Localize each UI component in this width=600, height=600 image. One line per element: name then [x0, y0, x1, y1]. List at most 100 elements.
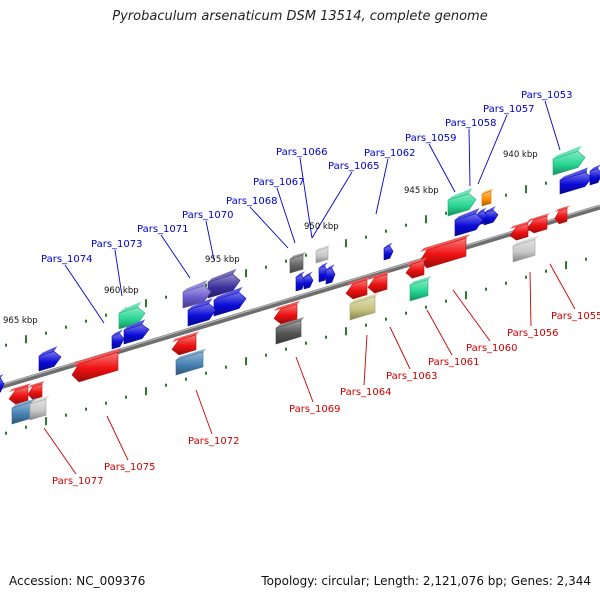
scale-label: 945 kbp [404, 186, 439, 196]
gene-features [0, 145, 600, 425]
label-connector [311, 171, 353, 239]
label-connector [375, 158, 389, 215]
gene-feature [552, 151, 586, 176]
gene-feature-top [560, 167, 589, 180]
gene-feature-top [12, 397, 38, 408]
label-connector [295, 356, 314, 403]
gene-feature-top [72, 348, 122, 366]
gene-feature [589, 168, 600, 186]
gene-label: Pars_1059 [405, 133, 456, 144]
gene-feature [71, 351, 119, 383]
gene-label: Pars_1058 [445, 118, 496, 129]
gene-label: Pars_1073 [91, 239, 142, 250]
label-connector [195, 389, 213, 435]
gene-feature-top [555, 205, 570, 212]
gene-label: Pars_1053 [521, 90, 572, 101]
gene-label: Pars_1069 [289, 404, 340, 415]
gene-feature [275, 320, 302, 345]
label-connector [426, 309, 453, 356]
gene-feature [38, 351, 62, 372]
gene-feature-top [188, 298, 213, 310]
gene-label: Pars_1060 [466, 343, 517, 354]
label-connector [428, 143, 456, 193]
gene-labels: Pars_1053 Pars_1057 Pars_1058 Pars_1059 Pars… [41, 90, 600, 487]
gene-feature-top [119, 301, 142, 313]
gene-feature [303, 274, 314, 290]
gene-feature-top [346, 276, 371, 286]
gene-feature [315, 246, 329, 264]
label-connector [363, 334, 368, 386]
gene-label: Pars_1056 [507, 328, 558, 339]
gene-feature-top [28, 380, 45, 388]
gene-feature-top [183, 280, 208, 292]
label-connector [468, 128, 471, 187]
gene-feature-top [124, 319, 146, 330]
gene-feature [273, 303, 298, 325]
gene-feature [29, 398, 47, 421]
gene-feature-top [214, 286, 243, 300]
label-connector [64, 264, 105, 324]
gene-label: Pars_1075 [104, 462, 155, 473]
label-connector [205, 220, 215, 261]
gene-feature [289, 254, 304, 274]
label-connector [389, 326, 411, 370]
gene-feature [111, 333, 125, 350]
gene-label: Pars_1066 [276, 147, 327, 158]
label-connector [106, 415, 129, 461]
label-connector [544, 100, 561, 151]
gene-label: Pars_1077 [52, 476, 103, 487]
gene-feature [405, 260, 425, 279]
gene-feature [182, 285, 212, 309]
gene-feature [383, 245, 394, 261]
label-connector [299, 157, 313, 239]
label-connector [43, 427, 77, 475]
gene-feature-top [0, 373, 4, 379]
label-connector [249, 206, 289, 249]
scale-label: 965 kbp [3, 316, 38, 326]
map-title: Pyrobaculum arsenaticum DSM 13514, compl… [112, 9, 488, 24]
accession-text: Accession: NC_009376 [9, 574, 146, 588]
gene-feature [447, 193, 477, 217]
gene-feature-top [304, 271, 313, 277]
gene-label: Pars_1057 [483, 104, 534, 115]
gene-label: Pars_1062 [364, 148, 415, 159]
gene-label: Pars_1063 [386, 371, 437, 382]
gene-feature-top [448, 188, 473, 200]
gene-feature-top [406, 257, 428, 266]
gene-feature-top [410, 276, 432, 285]
gene-feature [8, 385, 29, 405]
gene-label: Pars_1065 [328, 161, 379, 172]
gene-feature-top [590, 164, 600, 171]
gene-feature-top [30, 395, 50, 404]
gene-feature-top [319, 262, 328, 268]
gene-label: Pars_1055 [551, 311, 600, 322]
gene-feature [509, 223, 529, 241]
gene-feature [409, 279, 429, 302]
gene-feature [349, 296, 376, 321]
gene-feature [0, 377, 5, 393]
gene-label: Pars_1067 [253, 177, 304, 188]
label-connector [160, 234, 191, 279]
gene-feature [171, 334, 197, 356]
label-connector [114, 249, 123, 297]
gene-feature [454, 213, 484, 237]
gene-feature [367, 273, 388, 294]
gene-feature-top [350, 292, 379, 304]
gene-feature [559, 172, 593, 195]
gene-label: Pars_1064 [340, 387, 391, 398]
gene-feature-top [478, 207, 487, 213]
gene-feature [419, 237, 467, 269]
gene-feature [175, 351, 204, 376]
gene-feature [27, 383, 43, 400]
gene-feature [123, 324, 150, 345]
scale-label: 950 kbp [304, 222, 339, 232]
gene-feature-top [553, 145, 582, 159]
label-connectors [43, 100, 576, 475]
gene-feature [187, 303, 217, 327]
gene-feature-top [9, 383, 32, 392]
gene-feature-top [112, 329, 123, 336]
scale-label: 940 kbp [503, 150, 538, 160]
gene-label: Pars_1071 [137, 224, 188, 235]
gene-feature-top [172, 331, 200, 342]
